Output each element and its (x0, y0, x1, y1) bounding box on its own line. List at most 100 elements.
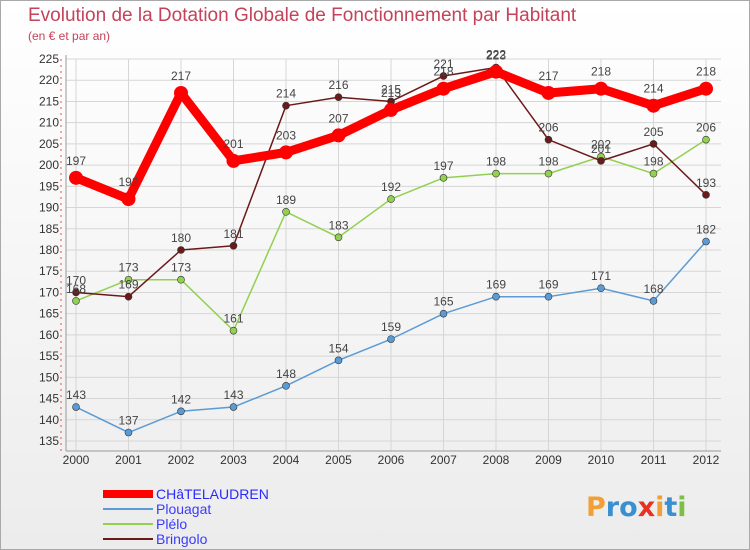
data-point (384, 102, 398, 117)
data-point (597, 157, 605, 165)
x-tick-label: 2001 (115, 453, 142, 467)
data-label: 216 (328, 78, 348, 92)
data-point (649, 297, 658, 305)
data-point (121, 192, 136, 207)
data-point (594, 81, 608, 96)
data-point (544, 292, 553, 301)
data-point (124, 428, 133, 437)
data-point (492, 169, 500, 178)
data-point (334, 233, 343, 242)
y-tick-label: 160 (39, 328, 59, 342)
legend-label: Bringolo (156, 531, 208, 547)
data-point (72, 288, 80, 297)
data-label: 205 (643, 125, 663, 139)
data-point (177, 275, 185, 284)
y-tick-label: 155 (39, 349, 59, 363)
data-point (436, 81, 451, 96)
series-layer (69, 63, 713, 437)
data-point (174, 85, 188, 100)
data-point (229, 241, 238, 250)
data-label: 169 (538, 278, 558, 292)
y-tick-label: 175 (39, 264, 59, 278)
data-label: 170 (66, 273, 86, 287)
data-label: 161 (223, 312, 243, 326)
x-tick-label: 2007 (430, 453, 457, 467)
data-point (702, 135, 710, 144)
y-tick-label: 150 (39, 370, 59, 384)
data-label: 218 (433, 65, 453, 79)
data-label: 218 (696, 65, 716, 79)
data-label: 222 (486, 48, 506, 62)
data-point (702, 191, 710, 199)
data-point (69, 170, 83, 185)
data-label: 182 (696, 223, 716, 237)
data-label: 183 (328, 218, 348, 232)
x-tick-label: 2006 (378, 453, 405, 467)
data-label: 206 (538, 121, 558, 135)
y-tick-label: 205 (39, 137, 59, 151)
y-tick-label: 145 (39, 392, 59, 406)
data-label: 202 (591, 138, 611, 152)
data-label: 154 (328, 341, 348, 355)
data-point (226, 153, 241, 168)
data-point (72, 297, 80, 305)
data-label: 159 (381, 320, 401, 334)
y-tick-label: 190 (39, 201, 59, 215)
data-label: 173 (118, 261, 138, 275)
data-label: 142 (171, 392, 191, 406)
logo-text: Proxiti (586, 492, 687, 523)
data-label: 137 (118, 414, 138, 428)
data-label: 168 (66, 282, 86, 296)
data-point (544, 135, 553, 144)
data-point (331, 128, 346, 143)
y-tick-label: 210 (39, 116, 59, 130)
x-tick-label: 2000 (63, 453, 90, 467)
x-tick-label: 2004 (273, 453, 300, 467)
data-label: 198 (486, 155, 506, 169)
data-label: 192 (118, 175, 138, 189)
data-label: 198 (643, 155, 663, 169)
grid-layer (66, 58, 721, 451)
chart-subtitle: (en € et par an) (28, 29, 111, 43)
x-tick-label: 2005 (325, 453, 352, 467)
data-point (177, 407, 185, 416)
data-label: 217 (538, 69, 558, 83)
data-label: 169 (118, 278, 138, 292)
data-point (334, 93, 343, 101)
legend-label: CHâTELAUDREN (156, 486, 269, 502)
data-label: 192 (381, 180, 401, 194)
data-label: 193 (696, 176, 716, 190)
data-point (124, 292, 133, 301)
data-point (282, 101, 290, 110)
proxiti-logo: Proxiti (586, 492, 687, 523)
y-tick-label: 185 (39, 222, 59, 236)
y-tick-label: 170 (39, 285, 59, 299)
data-point (229, 326, 238, 335)
data-label: 189 (276, 193, 296, 207)
data-label: 206 (696, 121, 716, 135)
data-point (541, 85, 556, 100)
data-label: 171 (591, 269, 611, 283)
data-point (229, 403, 238, 411)
data-label: 143 (66, 388, 86, 402)
y-tick-label: 225 (39, 52, 59, 66)
data-point (646, 98, 661, 113)
x-tick-label: 2012 (693, 453, 720, 467)
data-label: 217 (171, 69, 191, 83)
axes-layer: 135 140 145 150 155 160 165 170 175 180 185 190 195 2… (39, 52, 721, 467)
data-label: 215 (381, 82, 401, 96)
x-tick-label: 2011 (641, 453, 667, 467)
data-point (282, 208, 290, 216)
data-label: 201 (591, 142, 611, 156)
data-point (282, 382, 290, 390)
data-label: 148 (276, 367, 296, 381)
y-tick-label: 195 (39, 179, 59, 193)
data-label: 197 (433, 159, 453, 173)
data-label: 203 (276, 128, 296, 142)
data-label: 173 (171, 261, 191, 275)
y-tick-label: 165 (39, 307, 59, 321)
x-tick-label: 2002 (168, 453, 195, 467)
